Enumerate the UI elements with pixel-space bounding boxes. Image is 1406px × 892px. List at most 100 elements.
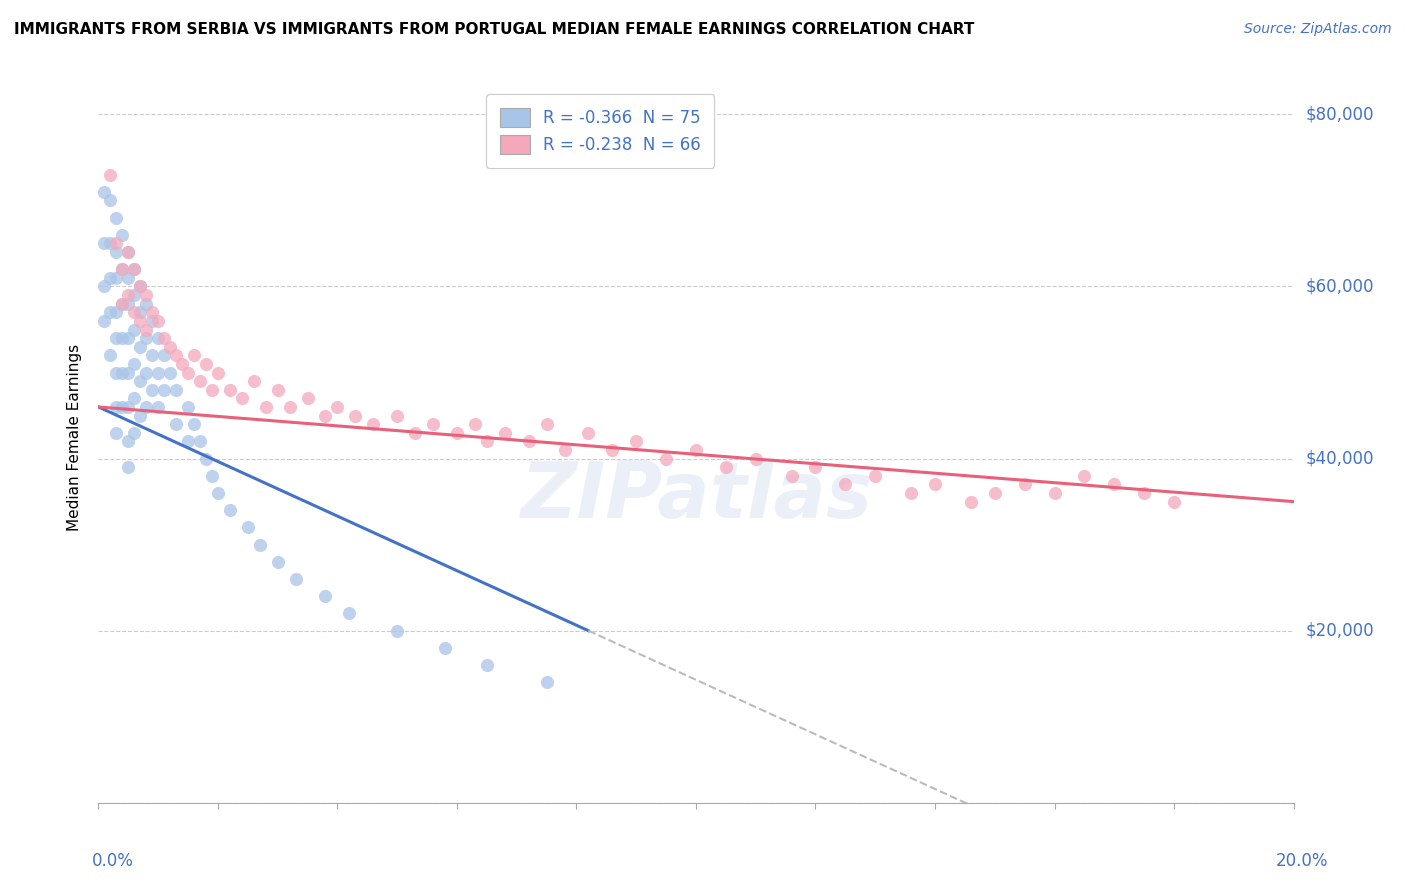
Point bbox=[129, 279, 152, 293]
Point bbox=[105, 331, 128, 345]
Point bbox=[517, 434, 540, 449]
Point bbox=[129, 314, 152, 328]
Point bbox=[385, 624, 409, 638]
Point bbox=[404, 425, 426, 440]
Point bbox=[464, 417, 486, 432]
Point bbox=[578, 425, 600, 440]
Point bbox=[117, 366, 139, 380]
Text: $60,000: $60,000 bbox=[1306, 277, 1374, 295]
Point bbox=[124, 305, 146, 319]
Point bbox=[93, 314, 115, 328]
Point bbox=[105, 236, 128, 251]
Point bbox=[111, 262, 134, 277]
Point bbox=[141, 314, 163, 328]
Point bbox=[924, 477, 946, 491]
Point bbox=[195, 451, 218, 466]
Point bbox=[315, 589, 337, 603]
Point bbox=[98, 236, 122, 251]
Point bbox=[1104, 477, 1126, 491]
Point bbox=[554, 442, 576, 457]
Point bbox=[159, 340, 181, 354]
Point bbox=[117, 245, 139, 260]
Point bbox=[536, 675, 558, 690]
Point bbox=[117, 288, 139, 302]
Point bbox=[148, 331, 170, 345]
Point bbox=[111, 227, 134, 242]
Point bbox=[326, 400, 349, 414]
Point bbox=[129, 374, 152, 388]
Point bbox=[201, 468, 224, 483]
Point bbox=[231, 392, 253, 406]
Point bbox=[267, 383, 290, 397]
Point bbox=[219, 503, 242, 517]
Point bbox=[960, 494, 983, 508]
Point bbox=[148, 314, 170, 328]
Point bbox=[188, 374, 211, 388]
Point bbox=[249, 538, 271, 552]
Point bbox=[117, 245, 139, 260]
Point bbox=[315, 409, 337, 423]
Point bbox=[900, 486, 922, 500]
Point bbox=[111, 296, 134, 310]
Point bbox=[339, 607, 361, 621]
Point bbox=[434, 640, 457, 655]
Point bbox=[105, 366, 128, 380]
Point bbox=[1163, 494, 1185, 508]
Point bbox=[135, 400, 157, 414]
Point bbox=[183, 417, 205, 432]
Text: ZIPatlas: ZIPatlas bbox=[520, 458, 872, 533]
Legend: R = -0.366  N = 75, R = -0.238  N = 66: R = -0.366 N = 75, R = -0.238 N = 66 bbox=[486, 95, 714, 168]
Point bbox=[297, 392, 319, 406]
Point bbox=[195, 357, 218, 371]
Point bbox=[117, 296, 139, 310]
Point bbox=[105, 211, 128, 225]
Point bbox=[98, 194, 122, 208]
Point bbox=[135, 331, 157, 345]
Point bbox=[865, 468, 887, 483]
Point bbox=[117, 271, 139, 285]
Text: IMMIGRANTS FROM SERBIA VS IMMIGRANTS FROM PORTUGAL MEDIAN FEMALE EARNINGS CORREL: IMMIGRANTS FROM SERBIA VS IMMIGRANTS FRO… bbox=[14, 22, 974, 37]
Point bbox=[129, 279, 152, 293]
Text: 20.0%: 20.0% bbox=[1277, 852, 1329, 870]
Point bbox=[153, 348, 176, 362]
Point bbox=[105, 305, 128, 319]
Point bbox=[177, 434, 200, 449]
Point bbox=[124, 425, 146, 440]
Y-axis label: Median Female Earnings: Median Female Earnings bbox=[67, 343, 83, 531]
Point bbox=[93, 185, 115, 199]
Point bbox=[124, 322, 146, 336]
Point bbox=[98, 271, 122, 285]
Point bbox=[363, 417, 385, 432]
Point bbox=[446, 425, 468, 440]
Point bbox=[284, 572, 307, 586]
Point bbox=[135, 288, 157, 302]
Point bbox=[105, 271, 128, 285]
Point bbox=[117, 460, 139, 475]
Point bbox=[124, 262, 146, 277]
Point bbox=[105, 400, 128, 414]
Point bbox=[165, 348, 187, 362]
Point bbox=[129, 305, 152, 319]
Point bbox=[165, 417, 187, 432]
Point bbox=[129, 409, 152, 423]
Text: $80,000: $80,000 bbox=[1306, 105, 1374, 123]
Point bbox=[344, 409, 367, 423]
Point bbox=[159, 366, 181, 380]
Point bbox=[219, 383, 242, 397]
Point bbox=[105, 245, 128, 260]
Point bbox=[984, 486, 1007, 500]
Point bbox=[602, 442, 624, 457]
Point bbox=[207, 486, 229, 500]
Point bbox=[124, 357, 146, 371]
Point bbox=[177, 400, 200, 414]
Point bbox=[124, 262, 146, 277]
Point bbox=[177, 366, 200, 380]
Point bbox=[267, 555, 290, 569]
Point bbox=[385, 409, 409, 423]
Point bbox=[111, 296, 134, 310]
Point bbox=[135, 296, 157, 310]
Point bbox=[93, 279, 115, 293]
Point bbox=[834, 477, 856, 491]
Point bbox=[141, 305, 163, 319]
Point bbox=[1133, 486, 1156, 500]
